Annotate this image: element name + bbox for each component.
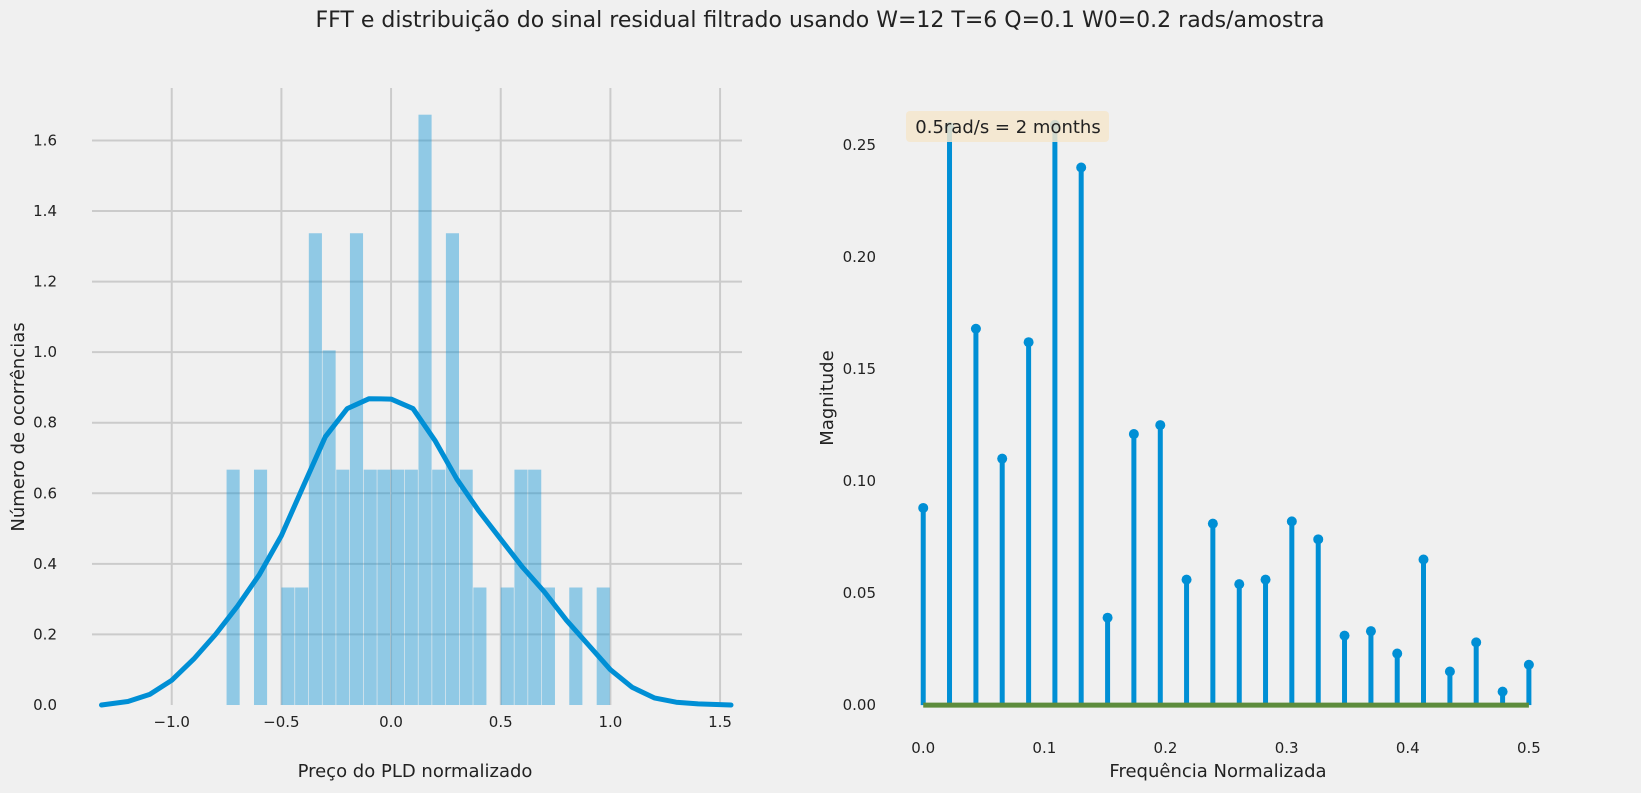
- histogram-x-tick-label: 0.5: [489, 713, 513, 731]
- fft-y-tick-label: 0.20: [843, 248, 876, 266]
- histogram-bar: [308, 233, 322, 705]
- histogram-x-axis-label: Preço do PLD normalizado: [298, 761, 533, 782]
- fft-x-tick-label: 0.0: [911, 739, 935, 757]
- stem-marker: [1444, 666, 1455, 677]
- histogram-bar: [432, 469, 446, 705]
- histogram-bar: [322, 350, 336, 705]
- histogram-x-tick-label: 1.0: [598, 713, 622, 731]
- histogram-bar: [596, 587, 610, 705]
- stem-marker: [1365, 626, 1376, 637]
- stem-marker: [1418, 554, 1429, 565]
- fft-x-tick-labels: 0.0 0.1 0.2 0.3 0.4 0.5: [911, 739, 1541, 757]
- stem-marker: [1313, 534, 1324, 545]
- stem-marker: [1128, 429, 1139, 440]
- histogram-y-tick-label: 1.2: [33, 273, 57, 291]
- histogram-y-tick-label: 0.4: [33, 555, 57, 573]
- histogram-bar: [528, 469, 542, 705]
- histogram-bar: [253, 469, 268, 705]
- stem-marker: [918, 502, 929, 513]
- histogram-bar: [404, 469, 418, 705]
- fft-x-tick-label: 0.2: [1154, 739, 1178, 757]
- histogram-bar: [500, 587, 514, 705]
- figure-title: FFT e distribuição do sinal residual fil…: [315, 8, 1324, 33]
- stem-marker: [1260, 574, 1271, 585]
- stem-marker: [1471, 637, 1482, 648]
- histogram-y-tick-label: 0.8: [33, 414, 57, 432]
- stem-marker: [1023, 337, 1034, 348]
- fft-x-axis-label: Frequência Normalizada: [1109, 761, 1326, 782]
- kde-curve: [99, 396, 734, 708]
- annotation-box: [906, 111, 1109, 142]
- histogram-x-tick-label: −0.5: [263, 713, 299, 731]
- histogram-chart: −1.0 −0.5 0.0 0.5 1.0 1.5 0.0 0.2 0.4 0.6 0.8 1.0 1…: [8, 88, 742, 782]
- histogram-bar: [514, 469, 528, 705]
- histogram-x-tick-label: 0.0: [379, 713, 403, 731]
- histogram-bar: [349, 233, 364, 705]
- stem-marker: [1155, 420, 1166, 431]
- fft-x-tick-label: 0.4: [1396, 739, 1420, 757]
- histogram-bar: [363, 469, 377, 705]
- annotation-text: 0.5rad/s = 2 months: [915, 117, 1100, 138]
- histogram-y-tick-label: 0.0: [33, 696, 57, 714]
- fft-y-tick-label: 0.25: [843, 136, 876, 154]
- fft-x-tick-label: 0.5: [1517, 739, 1541, 757]
- histogram-bar: [391, 469, 405, 705]
- histogram-y-tick-label: 1.6: [33, 131, 57, 149]
- stem-marker: [970, 323, 981, 334]
- histogram-y-tick-label: 1.0: [33, 343, 57, 361]
- fft-x-tick-label: 0.3: [1275, 739, 1299, 757]
- fft-y-tick-label: 0.10: [843, 472, 876, 490]
- fft-y-axis-label: Magnitude: [817, 350, 838, 445]
- histogram-bar: [336, 469, 350, 705]
- histogram-y-tick-label: 1.4: [33, 202, 57, 220]
- stem-marker: [1181, 574, 1192, 585]
- fft-y-tick-label: 0.05: [843, 584, 876, 602]
- stem-marker: [1102, 612, 1113, 623]
- stem-marker: [1392, 648, 1403, 659]
- annotation: 0.5rad/s = 2 months: [906, 111, 1109, 142]
- fft-y-tick-label: 0.15: [843, 360, 876, 378]
- stem-marker: [1339, 630, 1350, 641]
- histogram-grid: [92, 88, 742, 705]
- histogram-bar: [377, 469, 391, 705]
- stem-lines: [920, 124, 1532, 706]
- histogram-bar: [418, 114, 432, 706]
- stem-marker: [1234, 579, 1245, 590]
- histogram-bar: [459, 469, 473, 705]
- histogram-bar: [295, 587, 309, 705]
- stem-marker: [1076, 162, 1087, 173]
- histogram-y-tick-label: 0.2: [33, 625, 57, 643]
- histogram-x-tick-label: 1.5: [708, 713, 732, 731]
- histogram-y-tick-label: 0.6: [33, 484, 57, 502]
- histogram-bar: [473, 587, 487, 705]
- stem-marker: [1523, 659, 1534, 670]
- stem-marker: [1207, 518, 1218, 529]
- fft-y-tick-label: 0.00: [843, 696, 876, 714]
- stem-marker: [1497, 686, 1508, 697]
- histogram-y-tick-labels: 0.0 0.2 0.4 0.6 0.8 1.0 1.2 1.4 1.6: [33, 131, 57, 714]
- histogram-x-tick-labels: −1.0 −0.5 0.0 0.5 1.0 1.5: [154, 713, 732, 731]
- histogram-bar: [569, 587, 583, 705]
- stem-marker: [997, 453, 1008, 464]
- stem-marker: [1286, 516, 1297, 527]
- histogram-bar: [281, 587, 295, 705]
- fft-x-tick-label: 0.1: [1032, 739, 1056, 757]
- fft-y-tick-labels: 0.00 0.05 0.10 0.15 0.20 0.25: [843, 136, 876, 714]
- histogram-y-axis-label: Número de ocorrências: [8, 322, 29, 531]
- fft-stem-chart: 0.0 0.1 0.2 0.3 0.4 0.5 0.000.050.100.150.200…: [817, 111, 1541, 782]
- histogram-bar: [541, 587, 555, 705]
- histogram-x-tick-label: −1.0: [154, 713, 190, 731]
- histogram-bar: [226, 469, 240, 705]
- histogram-bars: [226, 114, 610, 706]
